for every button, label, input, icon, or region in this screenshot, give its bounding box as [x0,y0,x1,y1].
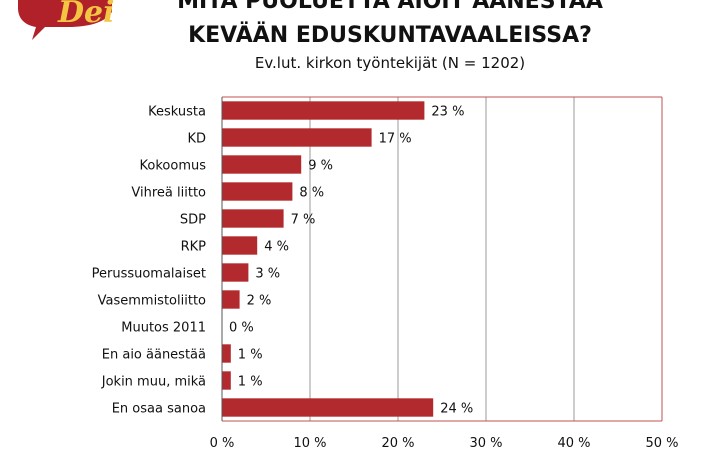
value-label-6: 3 % [255,267,280,282]
x-tick-label-40: 40 % [557,436,590,451]
category-label-11: En osaa sanoa [112,402,206,417]
bar-10 [222,371,231,390]
value-label-5: 4 % [264,240,289,255]
value-label-2: 9 % [308,159,333,174]
bar-4 [222,209,284,228]
category-label-6: Perussuomalaiset [92,267,206,282]
category-label-2: Kokoomus [140,159,207,174]
value-label-11: 24 % [440,402,473,417]
category-label-9: En aio äänestää [102,348,206,363]
x-tick-label-10: 10 % [293,436,326,451]
value-label-4: 7 % [291,213,316,228]
value-label-1: 17 % [379,132,412,147]
category-label-8: Muutos 2011 [121,321,206,336]
category-label-5: RKP [181,240,207,255]
value-label-7: 2 % [247,294,272,309]
bar-1 [222,128,372,147]
category-label-1: KD [187,132,206,147]
value-label-0: 23 % [431,105,464,120]
dei-logo: Dei [18,0,115,40]
bar-7 [222,290,240,309]
category-label-7: Vasemmistoliitto [98,294,206,309]
value-labels: 23 % 17 % 9 % 8 % 7 %4 % 3 % 2 % 0 % 1 % 1 % 24 % [229,105,473,417]
bar-2 [222,155,302,174]
chart-title-line-2: KEVÄÄN EDUSKUNTAVAALEISSA? [188,22,592,48]
value-label-10: 1 % [238,375,263,390]
value-label-8: 0 % [229,321,254,336]
chart-subtitle: Ev.lut. kirkon työntekijät (N = 1202) [255,54,525,72]
x-tick-label-50: 50 % [645,436,678,451]
logo-badge [18,0,112,40]
logo-text: Dei [57,0,115,30]
bar-9 [222,344,231,363]
bar-0 [222,101,425,120]
category-label-4: SDP [180,213,206,228]
bar-5 [222,236,258,255]
bar-11 [222,398,434,417]
bars [222,101,434,417]
category-label-10: Jokin muu, mikä [101,375,206,390]
bar-3 [222,182,293,201]
bar-6 [222,263,249,282]
category-labels: Keskusta KD Kokoomus Vihreä liitto SDP RKP Per… [92,105,207,417]
chart-title-line-1: MITÄ PUOLUETTA AIOIT ÄÄNESTÄÄ [177,0,603,14]
category-label-0: Keskusta [148,105,206,120]
x-tick-labels: 0 % 10 % 20 % 30 % 40 % 50 % [210,436,679,451]
x-tick-label-0: 0 % [210,436,235,451]
plot-frame [221,96,663,422]
x-tick-label-20: 20 % [381,436,414,451]
value-label-9: 1 % [238,348,263,363]
category-label-3: Vihreä liitto [131,186,206,201]
x-tick-label-30: 30 % [469,436,502,451]
value-label-3: 8 % [299,186,324,201]
